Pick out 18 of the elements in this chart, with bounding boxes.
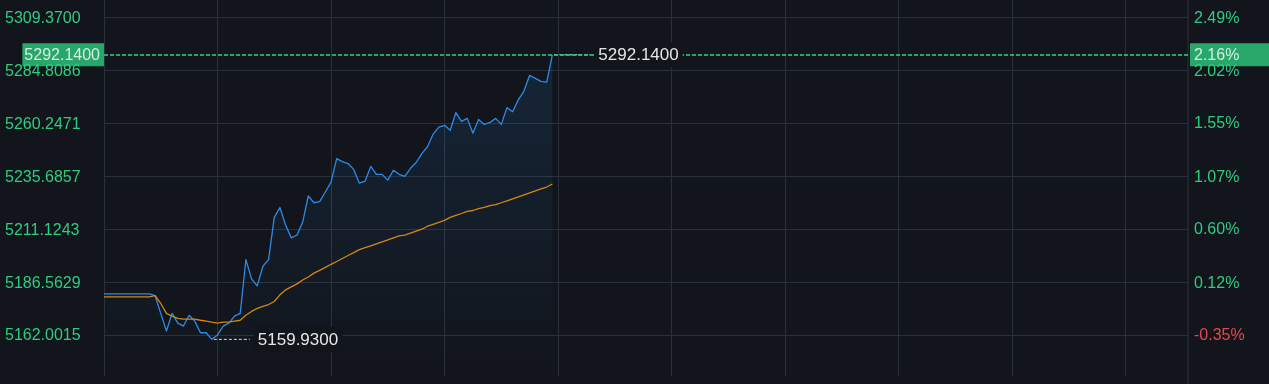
y2-tick-label: 2.49% — [1194, 9, 1240, 27]
y2-tick-label: 1.55% — [1194, 114, 1240, 132]
y2-tick-label: 0.12% — [1194, 273, 1240, 291]
y-tick-label: 5260.2471 — [5, 114, 81, 132]
y2-tick-label: 2.02% — [1194, 61, 1240, 79]
y2-tick-label: 1.07% — [1194, 167, 1240, 185]
annotation: 5292.1400 — [598, 45, 679, 65]
y2-tick-label: 0.60% — [1194, 220, 1240, 238]
ref-line-label: 2.16% — [1194, 46, 1240, 64]
y-tick-label: 5211.1243 — [5, 220, 80, 238]
y2-tick-label: -0.35% — [1194, 326, 1245, 344]
y-tick-label: 5162.0015 — [5, 326, 81, 344]
ref-line-label: 5292.1400 — [24, 46, 101, 64]
annotation: 5159.9300 — [257, 329, 339, 349]
y-tick-label: 5309.3700 — [5, 9, 81, 27]
y-tick-label: 5284.8086 — [5, 62, 81, 80]
y-tick-label: 5186.5629 — [5, 273, 81, 291]
y-tick-label: 5235.6857 — [5, 167, 81, 185]
